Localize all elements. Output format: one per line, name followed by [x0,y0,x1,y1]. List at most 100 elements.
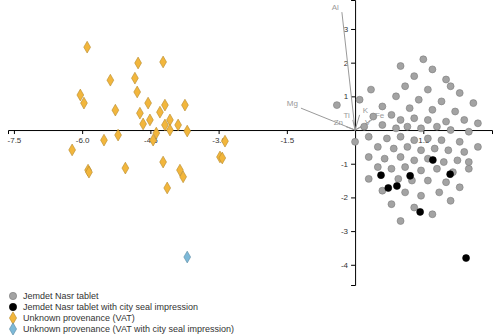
point [374,164,381,171]
point [433,165,440,172]
point [456,184,463,191]
x-tick-label: -1.5 [280,136,294,145]
point [404,143,411,150]
point [112,104,119,116]
point [162,99,169,111]
point [454,157,461,164]
point [365,175,372,182]
point [443,76,450,83]
point [465,165,472,172]
point [424,135,431,142]
point [418,192,425,199]
point [145,97,152,109]
point [160,156,167,168]
point [182,99,189,111]
point [440,159,447,166]
point [474,143,481,150]
y-tick: -1 [341,160,355,169]
point [429,66,436,73]
point [365,133,372,140]
legend-marker [9,292,16,299]
point [383,135,390,142]
y-tick-mark [351,265,355,266]
legend-marker [9,303,16,310]
y-tick-label: -1 [341,160,349,169]
point [443,118,450,125]
point [418,147,425,154]
y-tick: 3 [344,25,355,34]
point [456,138,463,145]
point [86,166,93,178]
point [140,118,147,130]
legend-label: Unknown provenance (VAT with city seal i… [23,324,234,334]
x-tick-mark [287,130,288,134]
y-tick-label: -2 [341,193,349,202]
loading-label: Fe [375,111,385,120]
point [411,115,418,122]
loading-label: K [363,106,369,115]
point [393,93,400,100]
point [397,218,404,225]
x-tick-mark [150,130,151,134]
point [420,56,427,63]
point [393,125,400,132]
point [333,102,340,109]
y-tick: 2 [344,59,355,68]
point [447,171,454,178]
point [429,157,436,164]
point [461,148,468,155]
point [452,108,459,115]
point [447,127,454,134]
point [388,201,395,208]
loading-label: Al [332,3,339,12]
point [134,86,141,98]
y-tick: -2 [341,193,355,202]
x-tick-mark [82,130,83,134]
point [164,182,171,194]
loading-vector [342,12,355,130]
point [115,129,122,141]
point [407,172,414,179]
point [81,97,88,109]
point [424,177,431,184]
point [184,251,191,263]
point [365,154,372,161]
point [385,185,392,192]
point [101,134,108,146]
point [160,56,167,68]
x-tick: -6.0 [76,130,90,145]
point [415,96,422,103]
y-tick-mark [351,164,355,165]
point [395,175,402,182]
point [352,138,359,145]
point [157,106,164,118]
y-tick: -4 [341,261,355,270]
y-tick-mark [351,29,355,30]
loading-vector [301,108,355,130]
point [388,165,395,172]
point [381,155,388,162]
point [135,57,142,69]
point [411,137,418,144]
point [431,145,438,152]
point [406,105,413,112]
point [180,171,187,183]
point [465,159,472,166]
x-tick: -7.5 [8,130,22,145]
point [219,152,226,164]
point [447,83,454,90]
point [137,107,144,119]
loading-vector [353,120,355,130]
point [397,154,404,161]
point [404,123,411,130]
legend-label: Jemdet Nasr tablet [23,291,99,301]
point [465,128,472,135]
point [429,211,436,218]
point [379,122,386,129]
point [438,137,445,144]
loading-label: Mg [287,99,298,108]
x-tick: -1.5 [280,130,294,145]
point [147,114,154,126]
x-tick-label: -6.0 [76,136,90,145]
x-tick-mark [219,130,220,134]
